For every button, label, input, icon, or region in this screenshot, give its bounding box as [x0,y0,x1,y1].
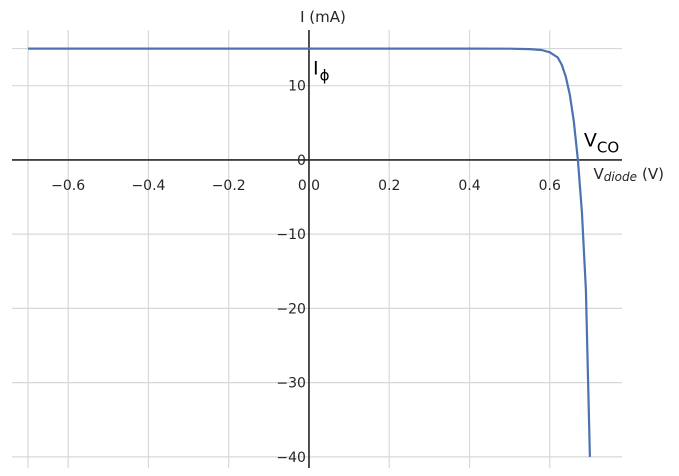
x-tick-label: 0.0 [298,178,320,194]
x-axis-label-unit: (V) [642,165,664,183]
y-tick-label: −30 [276,376,306,392]
data-series [28,47,591,457]
annotation-i-phi: Iϕ [313,58,330,85]
annotation-v-co-sub: CO [597,139,619,157]
y-tick-label: −20 [276,301,306,317]
annotation-i-phi-sub: ϕ [320,67,330,85]
annotation-v-co-main: V [584,130,597,152]
tick-labels: −0.6 −0.4 −0.2 0.0 0.2 0.4 0.6 −40 −30 −20 −10 0 10 [51,79,561,466]
x-axis-label-sub: diode [604,170,637,184]
y-axis-label: I (mA) [300,8,346,26]
x-axis-label-main: V [593,165,604,183]
x-tick-label: 0.4 [458,178,480,194]
axes [12,30,622,468]
y-tick-label: 0 [297,153,306,169]
grid-lines [12,30,622,468]
y-tick-label: −10 [276,227,306,243]
x-tick-label: −0.2 [212,178,246,194]
y-tick-label: −40 [276,450,306,466]
annotation-v-co: VCO [584,130,619,157]
x-tick-label: 0.2 [378,178,400,194]
x-tick-label: −0.4 [131,178,165,194]
x-tick-label: 0.6 [539,178,561,194]
x-axis-label: Vdiode (V) [593,165,664,184]
series-line [28,47,591,457]
annotation-i-phi-main: I [313,58,319,80]
y-tick-label: 10 [288,79,306,95]
x-tick-label: −0.6 [51,178,85,194]
